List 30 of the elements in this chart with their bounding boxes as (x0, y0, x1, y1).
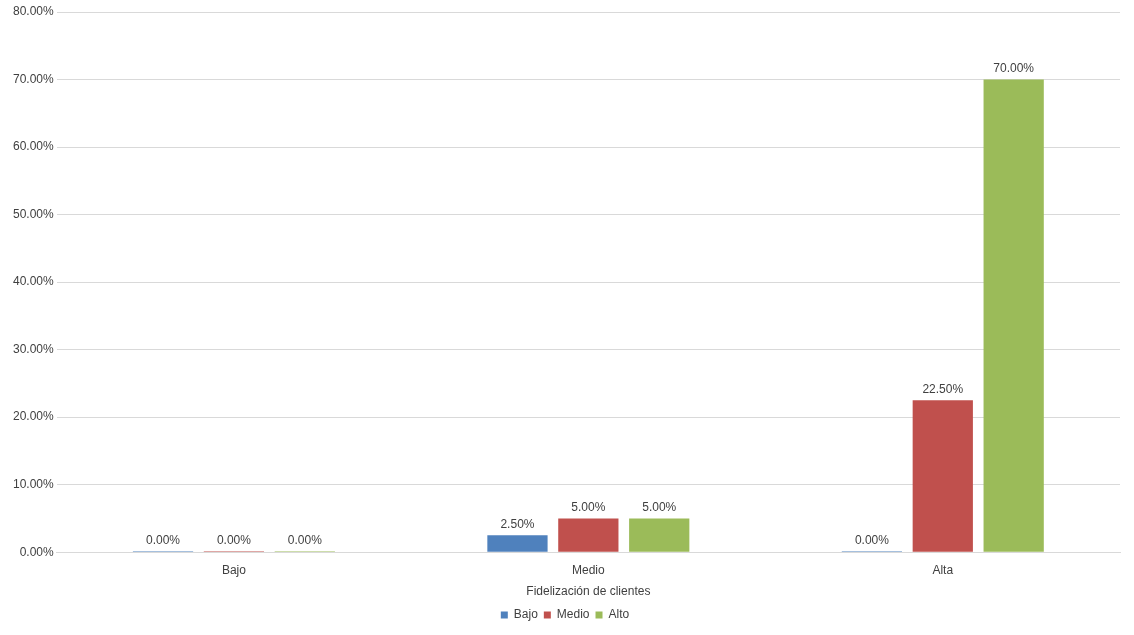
x-tick-label: Medio (572, 562, 606, 577)
data-label: 0.00% (146, 532, 181, 547)
x-tick-label: Alta (932, 562, 954, 577)
bar (983, 79, 1044, 552)
data-label: 2.50% (500, 516, 535, 531)
y-tick-label: 70.00% (13, 71, 55, 86)
y-tick-label: 10.00% (13, 476, 55, 491)
y-tick-label: 50.00% (13, 206, 55, 221)
legend-label: Bajo (513, 607, 539, 622)
data-label: 0.00% (287, 532, 323, 547)
legend-label: Alto (608, 607, 630, 622)
data-label: 5.00% (571, 499, 606, 514)
y-tick-label: 30.00% (13, 341, 55, 356)
y-tick-label: 20.00% (13, 409, 55, 424)
y-tick-label: 60.00% (13, 139, 55, 154)
data-label: 5.00% (642, 499, 677, 514)
x-tick-label: Bajo (221, 562, 247, 577)
data-label: 0.00% (854, 532, 890, 547)
x-axis-title: Fidelización de clientes (526, 584, 651, 599)
data-label: 0.00% (216, 532, 252, 547)
bar (912, 400, 973, 552)
bar (487, 535, 548, 552)
data-label: 22.50% (922, 381, 964, 396)
y-tick-label: 80.00% (13, 4, 55, 19)
bar (558, 518, 619, 552)
y-tick-label: 40.00% (13, 274, 55, 289)
legend-label: Medio (556, 607, 590, 622)
bar (629, 518, 690, 552)
y-tick-label: 0.00% (19, 544, 55, 559)
data-label: 70.00% (993, 60, 1035, 75)
